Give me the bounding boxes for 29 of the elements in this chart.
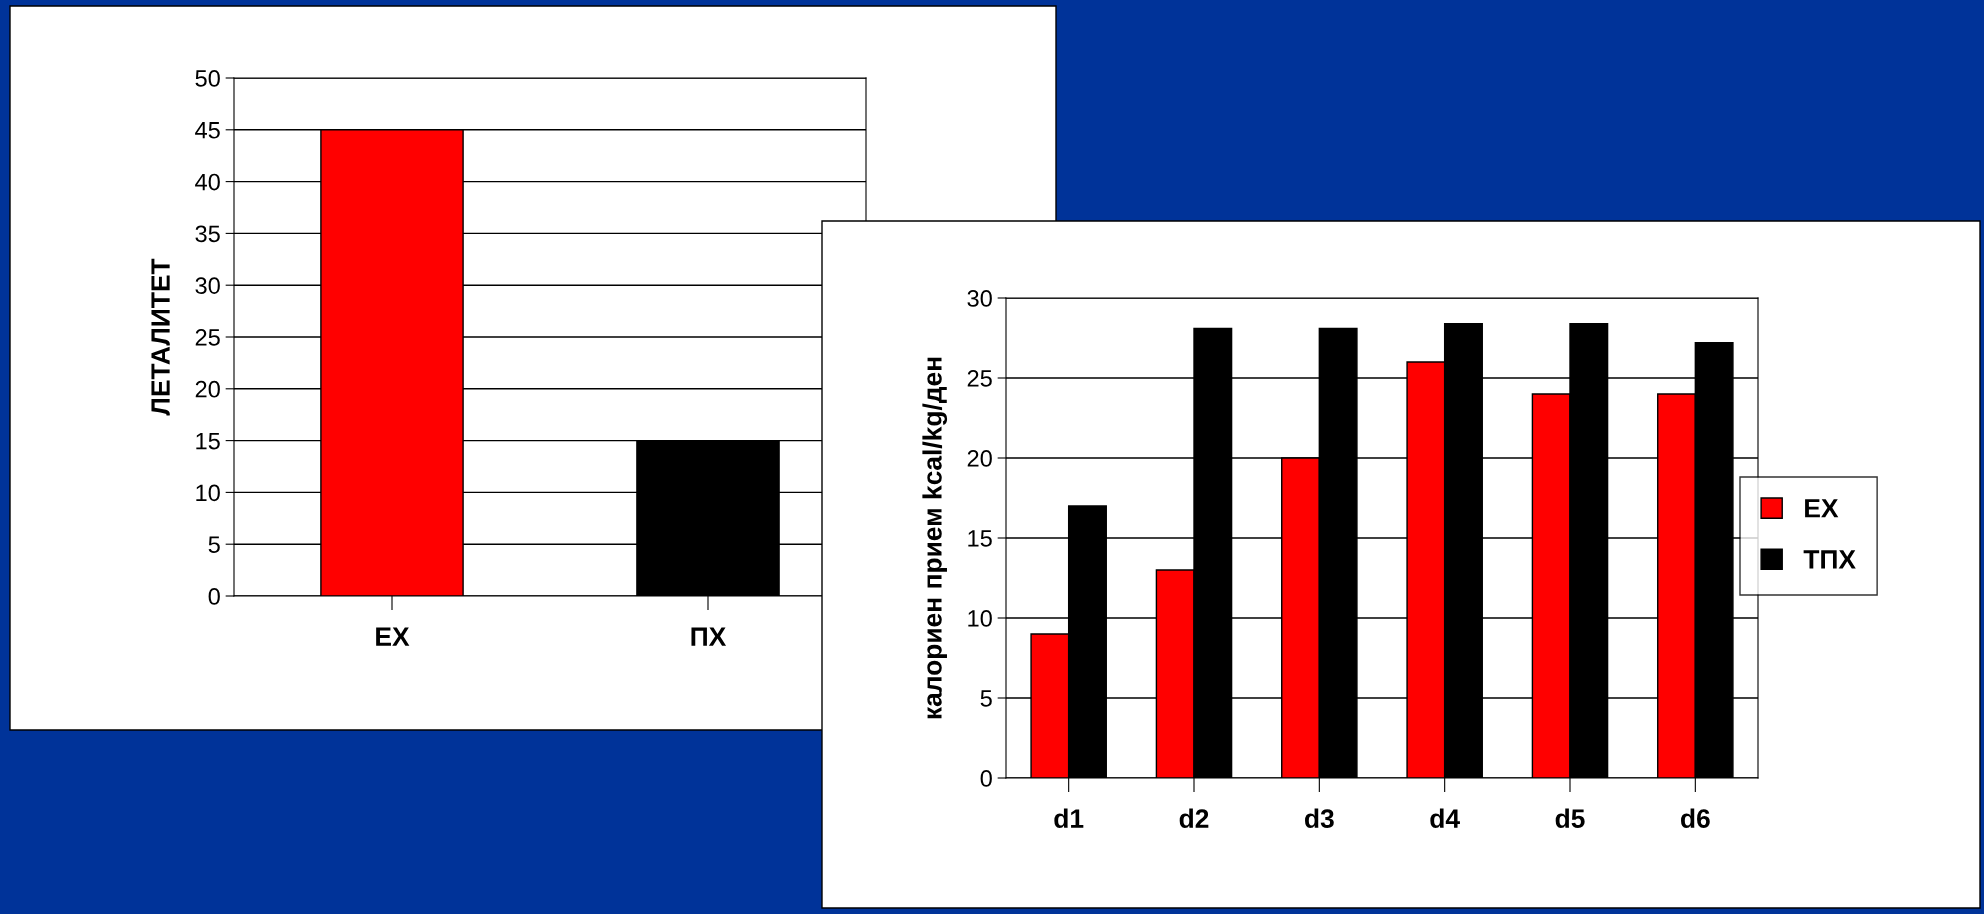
x-tick-label: d6 bbox=[1681, 808, 1710, 828]
x-tick-label: d4 bbox=[1430, 808, 1460, 828]
y-tick-label: 20 bbox=[195, 380, 220, 398]
y-axis-title: ЛЕТАЛИТЕТ bbox=[151, 258, 170, 416]
y-tick-label: 45 bbox=[195, 122, 220, 139]
x-tick-label: d1 bbox=[1054, 808, 1084, 828]
y-tick-label: 5 bbox=[980, 690, 992, 707]
x-tick-label: d5 bbox=[1555, 808, 1585, 828]
y-tick-label: 50 bbox=[195, 70, 220, 87]
y-tick-label: 15 bbox=[968, 530, 992, 547]
x-tick-label: ПХ bbox=[691, 627, 727, 646]
y-tick-label: 0 bbox=[980, 770, 992, 787]
y-tick-label: 0 bbox=[208, 588, 220, 605]
y-tick-label: 40 bbox=[195, 173, 220, 191]
x-tick-label: d2 bbox=[1179, 808, 1209, 828]
y-tick-label: 20 bbox=[967, 450, 992, 467]
y-axis-title: калориен прием kcal/kg/ден bbox=[922, 357, 948, 719]
y-tick-label: 30 bbox=[967, 290, 992, 307]
y-tick-label: 5 bbox=[208, 536, 220, 553]
legend-label: ТПХ bbox=[1803, 550, 1856, 569]
y-tick-label: 35 bbox=[195, 225, 220, 243]
y-tick-label: 25 bbox=[967, 370, 992, 387]
legend-label: ЕХ bbox=[1805, 499, 1839, 518]
y-tick-label: 10 bbox=[968, 610, 992, 627]
y-tick-label: 15 bbox=[196, 432, 220, 450]
y-tick-label: 25 bbox=[195, 329, 220, 346]
y-tick-label: 10 bbox=[196, 484, 220, 502]
x-tick-label: d3 bbox=[1305, 808, 1334, 828]
y-tick-label: 30 bbox=[195, 277, 220, 294]
